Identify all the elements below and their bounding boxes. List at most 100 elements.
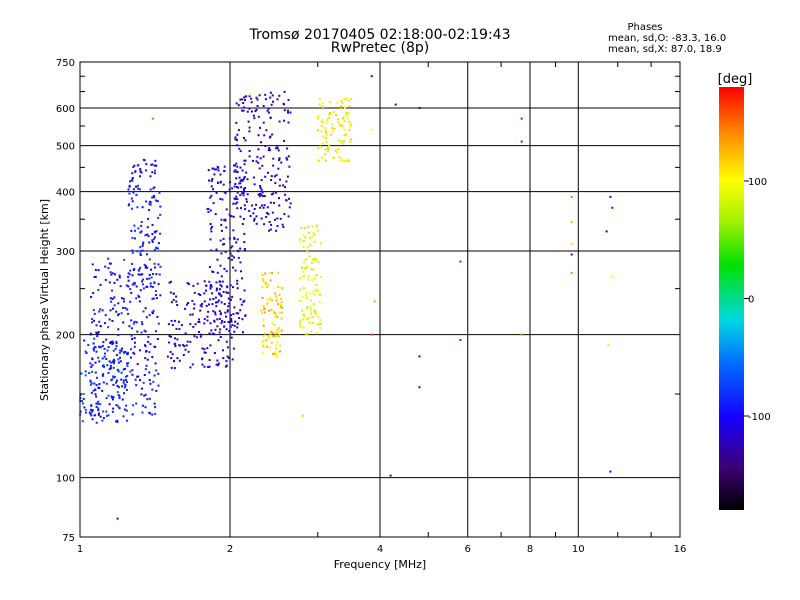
data-point — [281, 223, 284, 226]
data-point — [313, 240, 316, 243]
data-point — [221, 229, 223, 232]
data-point — [246, 193, 249, 196]
data-point — [154, 159, 157, 162]
data-point — [266, 171, 269, 174]
data-point — [262, 278, 264, 280]
data-point — [236, 326, 239, 329]
data-point — [245, 200, 248, 203]
data-point — [241, 223, 244, 225]
data-point — [312, 290, 315, 293]
data-point — [127, 362, 130, 365]
data-point — [176, 357, 179, 360]
data-point — [253, 117, 256, 120]
data-point — [257, 148, 260, 151]
data-point — [341, 101, 344, 104]
data-point — [217, 169, 220, 172]
data-point — [254, 110, 257, 113]
data-point — [236, 201, 239, 204]
data-point — [308, 255, 311, 258]
data-point — [142, 310, 145, 313]
data-point — [154, 412, 157, 415]
data-point — [120, 378, 123, 381]
data-point — [301, 414, 304, 417]
data-point — [123, 351, 126, 354]
data-point — [118, 276, 121, 279]
data-point — [153, 281, 156, 284]
data-point — [243, 177, 245, 180]
data-point — [332, 111, 335, 113]
data-point — [219, 284, 222, 287]
data-point — [169, 291, 172, 294]
data-point — [114, 347, 117, 350]
data-point — [209, 238, 212, 241]
data-point — [192, 325, 195, 328]
data-point — [231, 245, 234, 248]
data-point — [253, 208, 256, 210]
data-point — [99, 415, 102, 418]
data-point — [233, 197, 236, 200]
data-point — [144, 330, 147, 333]
data-point — [303, 227, 306, 229]
data-point — [288, 165, 291, 168]
data-point — [315, 289, 318, 292]
data-point — [230, 319, 233, 322]
data-point — [240, 303, 243, 306]
data-point — [313, 274, 316, 277]
data-point — [221, 319, 223, 322]
data-point — [146, 233, 149, 236]
data-point — [309, 312, 312, 315]
data-point — [265, 215, 268, 218]
data-point — [337, 148, 340, 151]
data-point — [231, 295, 234, 298]
data-point — [311, 258, 314, 261]
data-point — [321, 118, 324, 121]
data-point — [83, 339, 86, 342]
data-point — [131, 179, 134, 182]
data-point — [109, 342, 112, 345]
data-point — [114, 273, 116, 276]
data-point — [306, 307, 309, 310]
data-point — [282, 102, 285, 105]
data-point — [153, 262, 156, 265]
x-tick-label: 8 — [527, 544, 533, 555]
data-point — [278, 333, 281, 336]
data-point — [222, 357, 225, 360]
data-point — [115, 345, 118, 348]
data-point — [156, 200, 159, 203]
data-point — [302, 246, 305, 248]
data-point — [235, 102, 238, 105]
data-point — [345, 160, 348, 163]
data-point — [270, 193, 273, 196]
data-point — [145, 200, 148, 203]
data-point — [287, 121, 290, 124]
data-point — [286, 147, 289, 150]
data-point — [117, 386, 120, 389]
data-point — [209, 344, 212, 347]
data-point — [315, 258, 318, 261]
data-point — [237, 250, 240, 253]
data-point — [125, 284, 128, 287]
data-point — [212, 310, 215, 313]
data-point — [370, 333, 373, 336]
data-point — [210, 180, 213, 182]
data-point — [236, 282, 239, 285]
data-point — [214, 311, 217, 314]
data-point — [317, 261, 320, 264]
data-point — [261, 311, 264, 314]
data-point — [262, 324, 265, 327]
data-point — [270, 298, 273, 301]
data-point — [110, 273, 113, 276]
data-point — [211, 178, 214, 180]
data-point — [89, 383, 92, 386]
data-point — [317, 315, 320, 318]
data-point — [321, 156, 324, 159]
data-point — [264, 311, 266, 314]
data-point — [136, 375, 139, 378]
data-point — [116, 421, 119, 423]
data-point — [418, 386, 421, 389]
data-point — [246, 110, 249, 113]
data-point — [226, 285, 229, 288]
data-point — [234, 138, 237, 141]
data-point — [272, 309, 275, 312]
data-point — [97, 407, 100, 410]
